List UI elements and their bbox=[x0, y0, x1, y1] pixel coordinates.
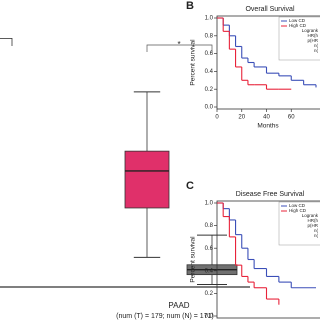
legend-note: n( bbox=[314, 48, 319, 53]
y-tick-label: 0.4 bbox=[205, 69, 214, 75]
y-tick-label: 1.0 bbox=[205, 201, 214, 207]
y-label: Percent survival bbox=[190, 39, 197, 86]
x-tick-label: 0 bbox=[215, 115, 219, 121]
legend-note: n( bbox=[314, 228, 319, 233]
x-tick-label: 60 bbox=[288, 115, 295, 121]
y-tick-label: 0.8 bbox=[205, 223, 214, 229]
plot-frame bbox=[216, 15, 320, 110]
chart-title: Disease Free Survival bbox=[236, 191, 305, 198]
significance-bracket bbox=[146, 44, 213, 52]
panel-label: C bbox=[186, 180, 194, 192]
x-label: PAAD bbox=[168, 301, 189, 310]
legend-label: High CD bbox=[289, 208, 307, 213]
annotation: * bbox=[177, 40, 180, 49]
y-tick-label: 0.8 bbox=[205, 33, 214, 39]
chart-title: Overall Survival bbox=[245, 6, 294, 13]
legend-note: p(HR bbox=[307, 223, 318, 228]
legend-note: Logrank bbox=[302, 28, 319, 33]
x-tick-label: 20 bbox=[238, 115, 245, 121]
subtitle: (num (T) = 179; num (N) = 171) bbox=[116, 313, 214, 320]
legend-note: Logrank bbox=[302, 213, 319, 218]
y-tick-label: 0.0 bbox=[205, 314, 214, 320]
box bbox=[124, 150, 170, 209]
y-tick-label: 0.6 bbox=[205, 246, 214, 252]
y-label: Percent survival bbox=[190, 236, 197, 283]
y-tick-label: 0.0 bbox=[205, 105, 214, 111]
x-tick-label: 40 bbox=[263, 115, 270, 121]
y-tick-label: 0.6 bbox=[205, 51, 214, 57]
y-tick-label: 0.4 bbox=[205, 268, 214, 274]
x-label: Months bbox=[257, 123, 279, 130]
plot-frame bbox=[216, 200, 320, 319]
legend-label: High CD bbox=[289, 23, 307, 28]
legend-note: n( bbox=[314, 233, 319, 238]
legend-note: n( bbox=[314, 43, 319, 48]
y-tick-label: 0.2 bbox=[205, 291, 214, 297]
legend-note: HR(h bbox=[307, 218, 318, 223]
legend-note: p(HR bbox=[307, 38, 318, 43]
frame-edge bbox=[0, 38, 12, 39]
panel-label: B bbox=[186, 0, 194, 12]
legend-label: Low CD bbox=[289, 18, 306, 23]
legend-note: HR(h bbox=[307, 33, 318, 38]
legend-label: Low CD bbox=[289, 203, 306, 208]
legend-box bbox=[278, 201, 320, 246]
y-tick-label: 1.0 bbox=[205, 16, 214, 22]
legend-box bbox=[278, 16, 320, 61]
y-tick-label: 0.2 bbox=[205, 87, 214, 93]
